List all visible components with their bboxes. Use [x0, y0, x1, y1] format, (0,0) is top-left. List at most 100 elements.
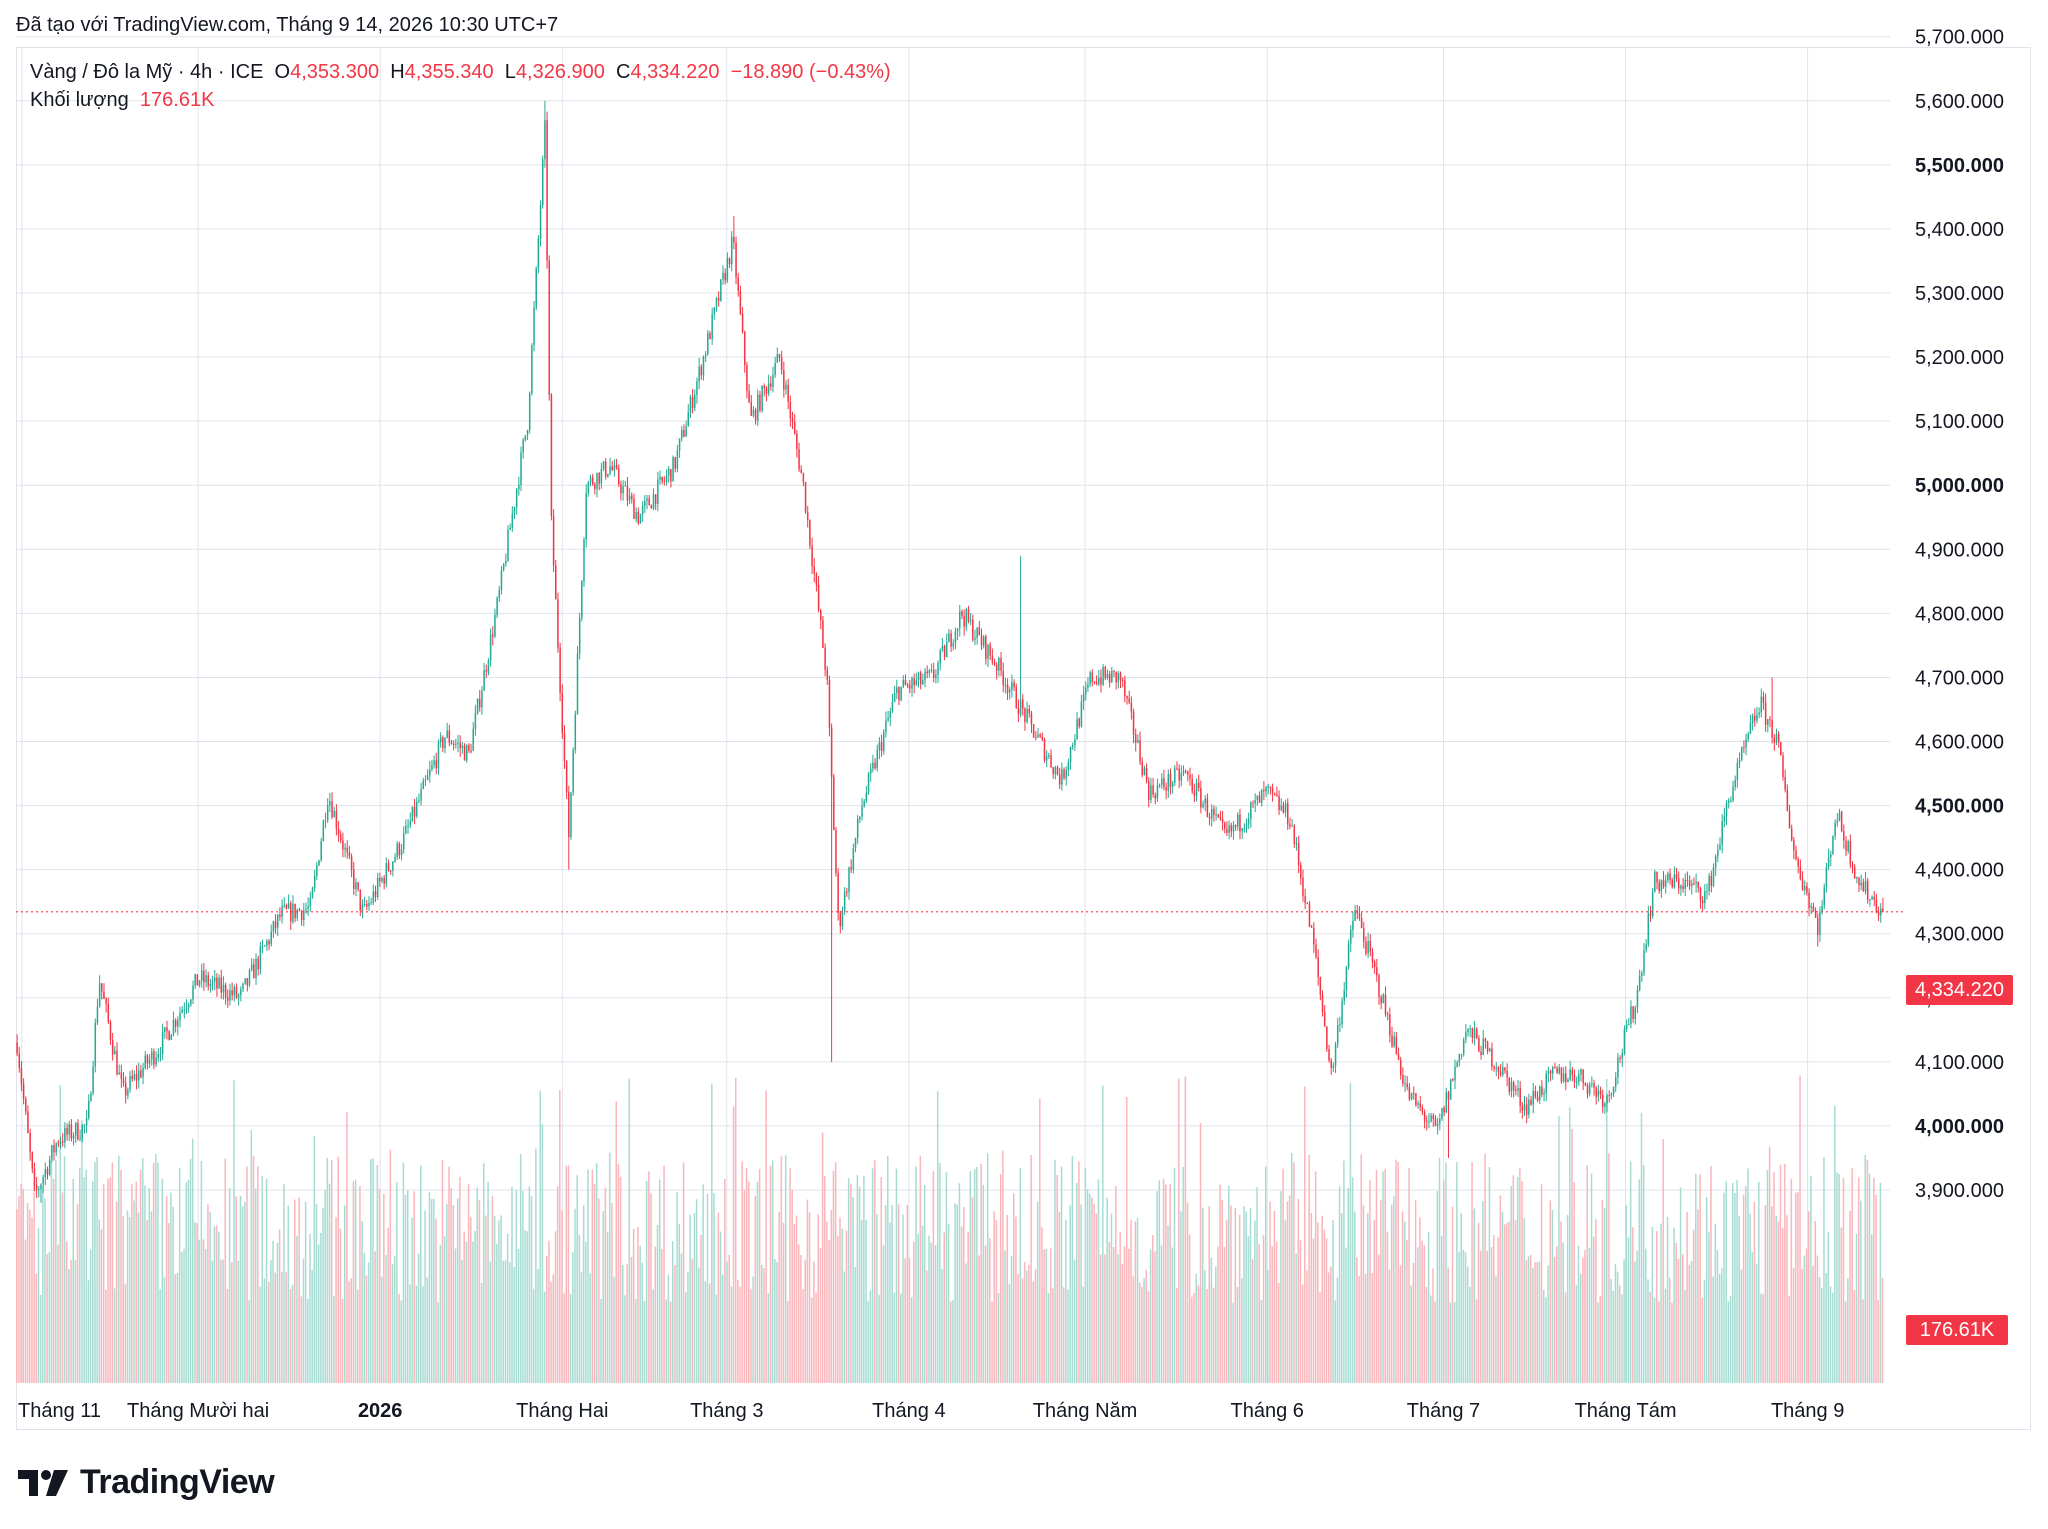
volume-bar: [1330, 1266, 1332, 1383]
volume-bar: [261, 1176, 263, 1383]
candle-body: [761, 385, 763, 411]
volume-bar: [980, 1163, 982, 1383]
candle-body: [1141, 761, 1143, 776]
volume-bar: [496, 1243, 498, 1383]
volume-bar: [993, 1211, 995, 1383]
candle-body: [1749, 722, 1752, 735]
tradingview-brand[interactable]: TradingView: [18, 1463, 275, 1502]
volume-bar: [1360, 1154, 1363, 1383]
volume-bar: [1499, 1195, 1502, 1383]
volume-bar: [902, 1214, 904, 1383]
candle-body: [1091, 672, 1094, 682]
volume-bar: [209, 1211, 211, 1383]
candle-body: [1263, 789, 1265, 792]
legend-volume-label[interactable]: Khối lượng: [30, 89, 129, 111]
volume-bar: [908, 1257, 911, 1383]
volume-bar: [133, 1200, 135, 1383]
volume-bar: [500, 1215, 502, 1383]
volume-bar: [493, 1215, 496, 1383]
candle-body: [826, 669, 829, 680]
volume-bar: [483, 1163, 485, 1383]
candle-body: [1022, 699, 1024, 709]
volume-bar: [1684, 1289, 1686, 1383]
volume-bar: [1625, 1205, 1628, 1383]
candle-body: [1827, 857, 1830, 867]
candle-body: [1610, 1093, 1613, 1096]
volume-bar: [1462, 1249, 1465, 1383]
candle-body: [1441, 1108, 1443, 1119]
candle-body: [1875, 899, 1878, 913]
candle-body: [379, 878, 381, 882]
candle-body: [366, 903, 368, 907]
candle-body: [1597, 1090, 1600, 1097]
legend-high-label: H: [390, 61, 405, 83]
volume-bar: [587, 1169, 589, 1383]
candle-body: [1371, 951, 1374, 962]
volume-bar: [1243, 1206, 1245, 1383]
candle-body: [124, 1082, 127, 1096]
candle-body: [893, 693, 896, 702]
volume-bar: [921, 1225, 924, 1383]
candle-body: [1121, 680, 1124, 682]
candle-body: [1773, 737, 1776, 743]
candle-body: [1330, 1060, 1332, 1068]
volume-bar: [667, 1274, 670, 1383]
volume-bar: [385, 1254, 387, 1383]
volume-bar: [556, 1186, 559, 1383]
volume-bar: [1304, 1086, 1306, 1383]
candle-body: [1484, 1038, 1487, 1042]
candle-body: [1784, 777, 1786, 790]
candle-body: [1226, 829, 1228, 833]
candle-body: [222, 984, 225, 993]
volume-bar: [952, 1300, 954, 1383]
candle-body: [746, 365, 748, 391]
volume-bar: [226, 1288, 229, 1383]
candle-body: [672, 457, 674, 482]
volume-bar: [559, 1089, 561, 1383]
price-chart[interactable]: 3,900.0004,000.0004,100.0004,200.0004,30…: [0, 0, 2048, 1460]
candle-body: [1790, 828, 1793, 841]
candle-body: [1834, 822, 1836, 836]
candle-body: [809, 519, 811, 546]
volume-bar: [309, 1233, 311, 1383]
volume-bar: [317, 1244, 320, 1383]
candle-body: [1206, 798, 1209, 817]
volume-bar: [580, 1272, 583, 1383]
candle-body: [172, 1020, 175, 1035]
volume-bar: [1649, 1291, 1651, 1383]
volume-bar: [52, 1179, 55, 1383]
volume-bar: [663, 1165, 665, 1383]
candle-body: [852, 848, 855, 870]
volume-bar: [745, 1168, 748, 1383]
volume-bar: [1221, 1199, 1224, 1383]
volume-bar: [31, 1217, 33, 1383]
candle-body: [27, 1111, 29, 1133]
candle-body: [1799, 866, 1802, 880]
volume-bar: [346, 1111, 348, 1383]
candle-body: [1649, 913, 1652, 916]
volume-bar: [1367, 1213, 1369, 1383]
candle-body: [533, 307, 535, 346]
candle-body: [200, 970, 203, 981]
volume-bar: [1794, 1192, 1797, 1383]
volume-bar: [880, 1177, 883, 1383]
volume-bar: [1801, 1268, 1803, 1383]
candle-body: [164, 1027, 166, 1032]
volume-bar: [1862, 1299, 1864, 1383]
volume-bar: [1340, 1213, 1343, 1383]
legend-symbol[interactable]: Vàng / Đô la Mỹ · 4h · ICE: [30, 61, 264, 83]
volume-bar: [1638, 1179, 1641, 1383]
volume-bar: [1449, 1302, 1452, 1383]
volume-bar: [715, 1294, 717, 1383]
candle-body: [1306, 902, 1309, 904]
volume-bar: [74, 1259, 77, 1383]
volume-bar: [1460, 1213, 1462, 1383]
candle-body: [526, 430, 529, 436]
volume-bar: [1597, 1302, 1599, 1383]
volume-bar: [1599, 1295, 1601, 1383]
candle-body: [646, 498, 648, 502]
candle-body: [1378, 975, 1380, 997]
candle-body: [659, 477, 661, 480]
volume-bar: [1510, 1186, 1512, 1383]
candle-body: [1360, 918, 1363, 929]
